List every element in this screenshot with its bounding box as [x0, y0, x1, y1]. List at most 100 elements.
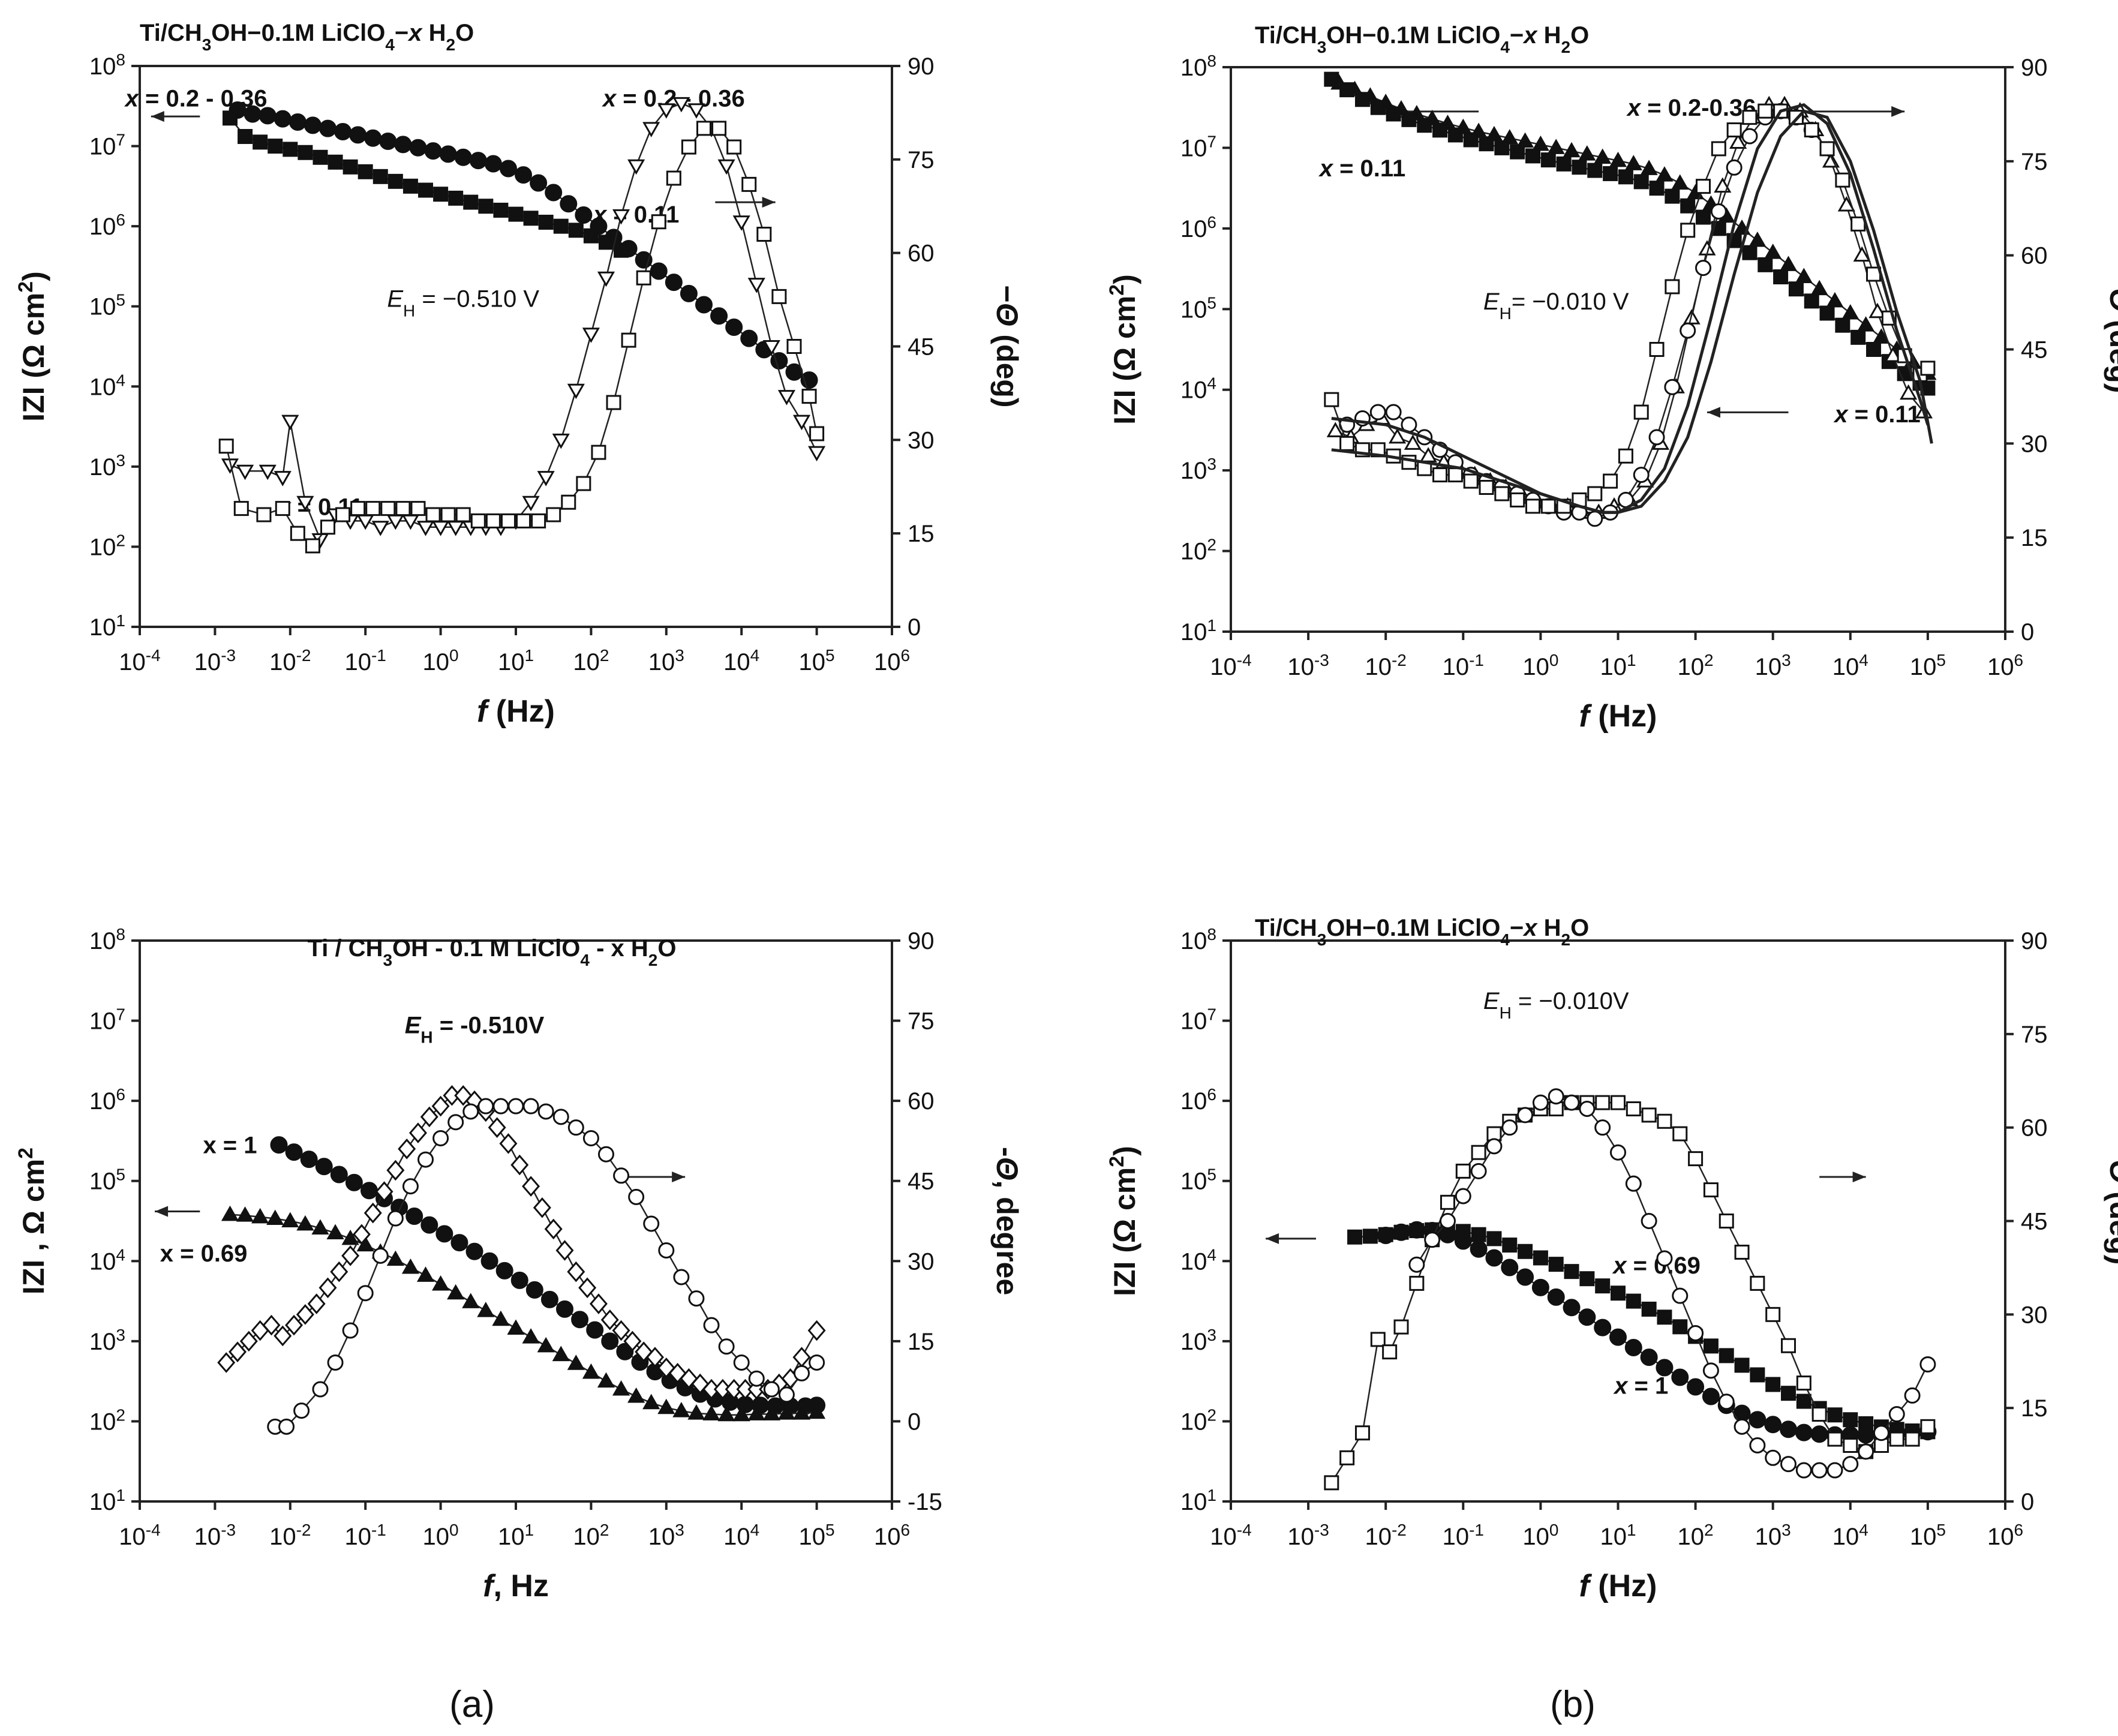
- data-point: [1764, 1416, 1782, 1434]
- data-point: [523, 211, 539, 226]
- data-point: [401, 1258, 420, 1274]
- data-point: [1324, 392, 1339, 407]
- data-point: [266, 1209, 284, 1225]
- data-point: [614, 242, 629, 258]
- data-point: [606, 395, 621, 410]
- data-point: [1354, 1425, 1370, 1441]
- data-point: [786, 339, 802, 354]
- y-right-tick-label: 60: [2021, 243, 2048, 269]
- data-point: [463, 194, 479, 210]
- data-point: [762, 1405, 780, 1420]
- data-point: [480, 1252, 498, 1270]
- data-point: [1618, 169, 1633, 185]
- data-point: [327, 1354, 344, 1371]
- data-point: [259, 464, 277, 480]
- data-point: [1470, 1163, 1487, 1179]
- y-right-tick-label: 45: [908, 334, 935, 361]
- data-point: [612, 209, 630, 225]
- data-point: [499, 160, 517, 178]
- x-tick-label: 104: [723, 1521, 759, 1551]
- data-point: [733, 1354, 750, 1371]
- y-left-tick-label: 107: [1180, 1005, 1216, 1035]
- data-point: [1850, 329, 1866, 345]
- data-point: [687, 103, 705, 119]
- annotation: x = 0.69: [1612, 1253, 1701, 1279]
- data-point: [711, 121, 727, 136]
- data-point: [1719, 1214, 1734, 1229]
- data-point: [1810, 1425, 1828, 1443]
- x-tick-label: 10-1: [344, 1521, 386, 1551]
- data-point: [343, 159, 358, 175]
- data-point: [1525, 498, 1540, 514]
- data-point: [350, 501, 366, 516]
- data-point: [1734, 1418, 1750, 1435]
- data-point: [470, 513, 486, 528]
- data-point: [1401, 112, 1417, 127]
- data-point: [1919, 1356, 1936, 1372]
- data-point: [1773, 269, 1789, 285]
- data-point: [516, 513, 531, 528]
- x-tick-label: 10-4: [1210, 651, 1251, 681]
- data-point: [285, 1314, 304, 1336]
- arrow-head: [1707, 407, 1720, 418]
- data-point: [1826, 292, 1844, 308]
- y-left-tick-label: 106: [1180, 1085, 1216, 1115]
- y-right-tick-label: 60: [908, 1088, 935, 1115]
- data-point: [372, 1247, 389, 1264]
- data-point: [387, 173, 403, 189]
- data-point: [1703, 1182, 1719, 1198]
- data-point: [687, 1404, 705, 1420]
- y-right-tick-label: 30: [908, 1248, 935, 1275]
- data-point: [717, 159, 735, 175]
- data-point: [492, 1098, 509, 1115]
- x-axis-label: f, Hz: [483, 1569, 549, 1603]
- y-left-tick-label: 101: [1180, 616, 1216, 646]
- data-point: [567, 1354, 585, 1370]
- y-left-tick-label: 108: [1180, 52, 1216, 82]
- data-point: [1633, 467, 1650, 483]
- data-point: [1404, 434, 1422, 450]
- y-right-tick-label: 15: [908, 1329, 935, 1355]
- data-point: [270, 1136, 288, 1154]
- y-left-tick-label: 108: [1180, 925, 1216, 955]
- data-point: [1672, 1126, 1688, 1142]
- data-point: [1324, 1475, 1339, 1491]
- data-point: [1688, 1151, 1704, 1167]
- data-point: [274, 471, 292, 486]
- data-point: [809, 1354, 825, 1371]
- data-point: [1547, 139, 1565, 154]
- data-point: [748, 1370, 765, 1387]
- data-point: [1672, 1287, 1689, 1304]
- data-point: [1687, 1378, 1705, 1396]
- y-left-tick-label: 105: [89, 290, 125, 320]
- arrow-head: [672, 1172, 686, 1183]
- data-point: [1656, 166, 1674, 182]
- y-right-tick-label: 90: [2021, 928, 2048, 954]
- data-point: [1811, 1407, 1827, 1422]
- data-point: [673, 1269, 690, 1286]
- data-point: [1510, 492, 1525, 507]
- data-point: [1672, 1319, 1688, 1335]
- data-point: [1494, 140, 1510, 155]
- data-point: [1626, 1101, 1641, 1116]
- x-tick-label: 10-2: [269, 1521, 311, 1551]
- x-tick-label: 101: [1600, 651, 1636, 681]
- y-left-axis-label: IZI (Ω cm2): [1105, 274, 1141, 425]
- data-point: [1510, 144, 1525, 160]
- chart-title: Ti / CH3OH - 0.1 M LiClO4 - x H2O: [308, 935, 677, 969]
- data-point: [1656, 1359, 1674, 1377]
- data-point: [1665, 188, 1680, 204]
- data-point: [598, 235, 614, 250]
- y-left-tick-label: 103: [1180, 1325, 1216, 1355]
- x-tick-label: 103: [1755, 1521, 1791, 1551]
- x-tick-label: 105: [1910, 651, 1946, 681]
- data-point: [561, 494, 576, 510]
- data-point: [345, 1173, 363, 1191]
- data-point: [1463, 132, 1479, 148]
- data-point: [1626, 1293, 1641, 1309]
- y-left-axis-label: IZI , Ω cm2: [14, 1148, 50, 1295]
- data-point: [545, 184, 563, 202]
- y-right-tick-label: 75: [2021, 1022, 2048, 1048]
- y-right-axis-label: Θ (deg)−: [2104, 288, 2118, 410]
- data-point: [395, 501, 411, 516]
